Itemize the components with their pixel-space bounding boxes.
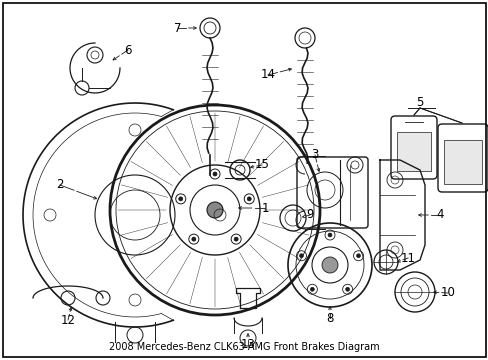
Text: 3: 3 [311,148,318,162]
Text: 5: 5 [415,96,423,109]
Text: 12: 12 [61,314,75,327]
Text: 2008 Mercedes-Benz CLK63 AMG Front Brakes Diagram: 2008 Mercedes-Benz CLK63 AMG Front Brake… [108,342,379,352]
Text: 13: 13 [240,338,255,351]
Text: 10: 10 [440,287,454,300]
Bar [443,140,481,184]
Circle shape [234,237,238,241]
Text: 15: 15 [254,158,269,171]
Circle shape [247,197,251,201]
Text: 7: 7 [174,22,182,35]
Text: 2: 2 [56,179,63,192]
Text: 11: 11 [400,252,415,265]
Circle shape [321,257,337,273]
Text: 14: 14 [260,68,275,81]
Circle shape [179,197,183,201]
Circle shape [310,287,314,291]
Circle shape [213,172,217,176]
Circle shape [191,237,195,241]
Circle shape [345,287,349,291]
Circle shape [327,233,331,237]
Circle shape [206,202,223,218]
Text: 1: 1 [261,202,268,215]
Text: 6: 6 [124,44,131,57]
Circle shape [299,254,303,258]
Circle shape [356,254,360,258]
Bar [396,132,430,171]
Text: 9: 9 [305,208,313,221]
Text: 8: 8 [325,311,333,324]
Text: 4: 4 [435,208,443,221]
